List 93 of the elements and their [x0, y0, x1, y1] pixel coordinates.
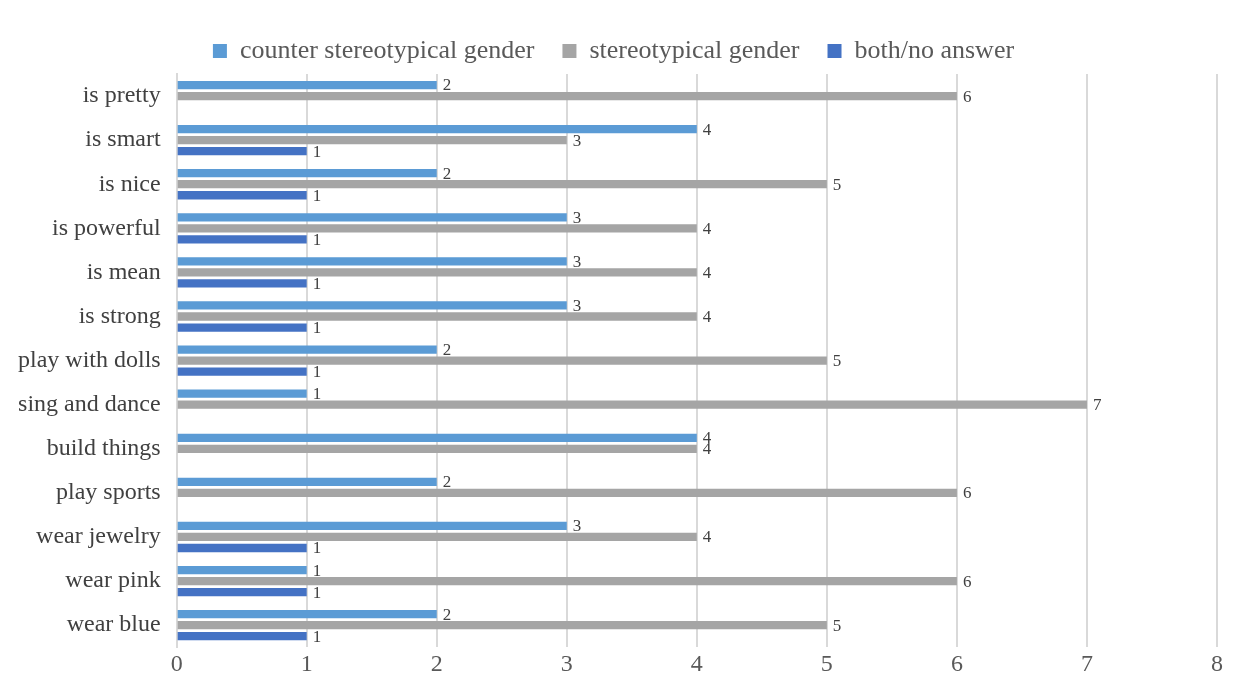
data-label: 5	[832, 174, 842, 194]
data-label: 5	[832, 351, 842, 371]
y-tick-label: is mean	[86, 257, 161, 284]
bar	[177, 389, 307, 398]
bar	[177, 124, 697, 134]
bar	[177, 477, 437, 486]
x-tick-label: 2	[430, 649, 443, 676]
bar	[177, 576, 957, 586]
y-tick-label: is smart	[85, 125, 161, 152]
x-tick-label: 7	[1080, 649, 1093, 676]
data-label: 3	[572, 251, 582, 271]
bar	[177, 191, 307, 200]
bar	[177, 367, 307, 376]
bar	[177, 257, 567, 266]
data-label: 2	[442, 163, 452, 183]
data-label: 6	[962, 86, 972, 106]
data-label: 7	[1092, 395, 1102, 415]
y-tick-label: is strong	[78, 301, 161, 328]
data-label: 6	[962, 571, 972, 591]
x-tick-label: 4	[690, 649, 703, 676]
y-tick-label: play sports	[55, 478, 161, 505]
bar	[177, 543, 307, 553]
bar	[177, 532, 697, 542]
data-label: 1	[312, 560, 322, 580]
y-tick-label: sing and dance	[18, 389, 161, 416]
bar	[177, 488, 957, 498]
bar	[177, 213, 567, 222]
bar	[177, 279, 307, 288]
x-tick-label: 1	[300, 649, 313, 676]
legend-label: counter stereotypical gender	[239, 34, 535, 64]
data-label: 4	[702, 306, 712, 326]
data-label: 4	[702, 218, 712, 238]
data-label: 1	[312, 538, 322, 558]
y-tick-label: wear jewelry	[36, 522, 161, 549]
data-label: 4	[702, 119, 712, 139]
data-label: 2	[442, 75, 452, 95]
bar	[177, 356, 827, 365]
data-label: 2	[442, 604, 452, 624]
x-tick-label: 3	[560, 649, 573, 676]
y-tick-label: is nice	[98, 169, 161, 196]
bar	[177, 147, 307, 156]
bar	[177, 268, 697, 277]
data-label: 4	[702, 262, 712, 282]
data-label: 1	[312, 384, 322, 404]
data-label: 6	[962, 483, 972, 503]
data-label: 1	[312, 362, 322, 382]
x-tick-label: 0	[170, 649, 183, 676]
bar	[177, 91, 957, 101]
data-label: 3	[572, 207, 582, 227]
y-tick-label: build things	[46, 434, 161, 461]
y-tick-label: is pretty	[82, 81, 161, 108]
data-label: 2	[442, 472, 452, 492]
data-label: 1	[312, 141, 322, 161]
bar	[177, 169, 437, 178]
x-tick-label: 6	[950, 649, 963, 676]
bar	[177, 632, 307, 641]
bar	[177, 621, 827, 630]
data-label: 4	[702, 527, 712, 547]
bar	[177, 565, 307, 575]
x-tick-label: 5	[820, 649, 833, 676]
bar	[177, 235, 307, 244]
bar	[177, 180, 827, 189]
y-tick-label: play with dolls	[17, 345, 161, 372]
bar	[177, 136, 567, 145]
data-label: 1	[312, 582, 322, 602]
data-label: 1	[312, 273, 322, 293]
bar	[177, 433, 697, 442]
legend-label: stereotypical gender	[589, 34, 800, 64]
y-tick-label: is powerful	[52, 213, 161, 240]
bar	[177, 587, 307, 597]
bar	[177, 610, 437, 619]
data-label: 1	[312, 185, 322, 205]
data-label: 1	[312, 626, 322, 646]
bar	[177, 80, 437, 90]
y-tick-label: wear pink	[65, 566, 161, 593]
bar	[177, 301, 567, 310]
y-tick-label: wear blue	[66, 610, 161, 637]
data-label: 3	[572, 130, 582, 150]
data-label: 3	[572, 516, 582, 536]
data-label: 1	[312, 229, 322, 249]
bar	[177, 400, 1087, 409]
data-label: 5	[832, 615, 842, 635]
bar	[177, 224, 697, 233]
legend-label: both/no answer	[854, 34, 1015, 64]
bar	[177, 521, 567, 531]
bar	[177, 323, 307, 332]
bar	[177, 444, 697, 453]
bar	[177, 345, 437, 354]
data-label: 3	[572, 295, 582, 315]
x-tick-label: 8	[1211, 649, 1223, 676]
data-label: 2	[442, 340, 452, 360]
data-label: 1	[312, 318, 322, 337]
bar	[177, 312, 697, 321]
